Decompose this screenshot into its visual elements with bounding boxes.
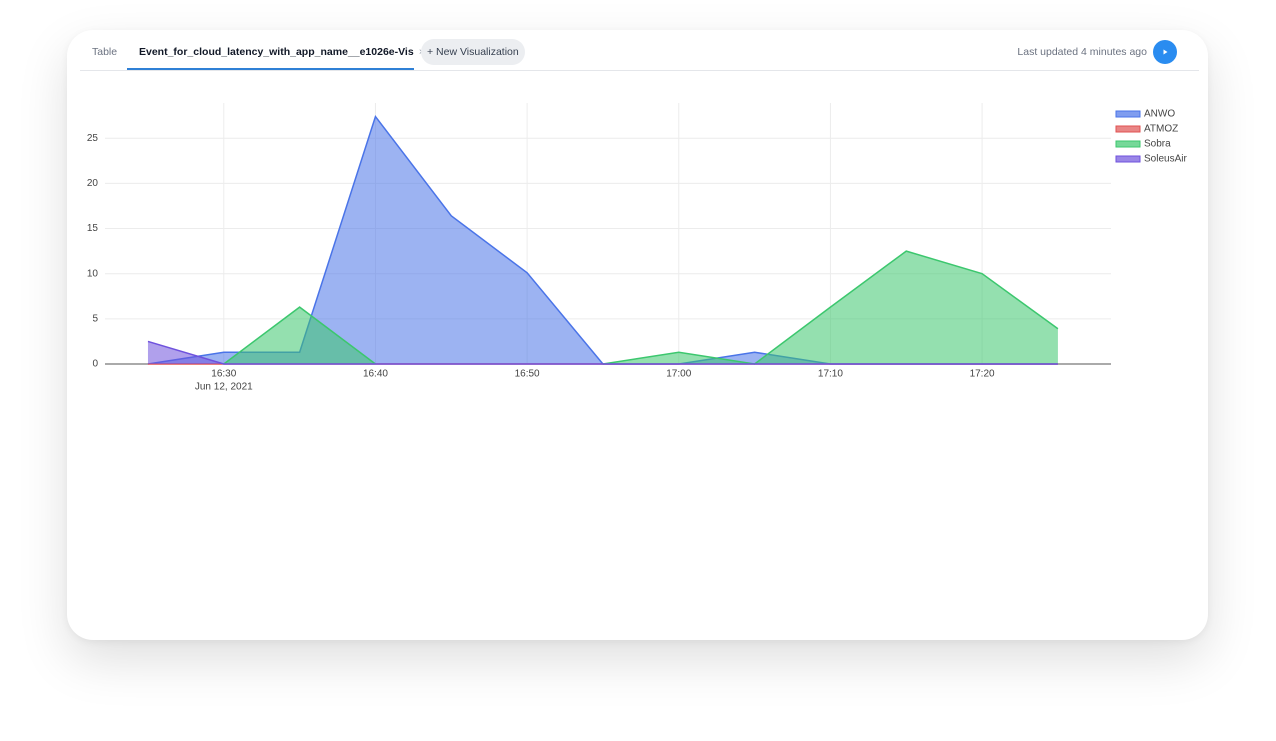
tab-label: Event_for_cloud_latency_with_app_name__e… bbox=[139, 46, 414, 58]
tab-label: Table bbox=[92, 46, 118, 58]
y-tick-label: 5 bbox=[92, 313, 98, 324]
x-tick-label: 16:50 bbox=[515, 369, 540, 380]
legend-swatch bbox=[1115, 155, 1141, 163]
x-tick-label: 16:40 bbox=[363, 369, 388, 380]
area-fill bbox=[223, 307, 376, 364]
y-tick-label: 10 bbox=[87, 268, 99, 279]
last-updated: Last updated 4 minutes ago bbox=[1017, 46, 1147, 58]
legend-swatch bbox=[1115, 110, 1141, 118]
x-tick-label: 16:30 bbox=[211, 369, 236, 380]
x-tick-label: 17:10 bbox=[818, 369, 843, 380]
y-tick-label: 0 bbox=[92, 359, 98, 370]
play-icon bbox=[1163, 49, 1168, 55]
y-tick-label: 15 bbox=[87, 223, 99, 234]
area-fill bbox=[147, 116, 1058, 364]
tab[interactable]: Table bbox=[80, 30, 129, 70]
new-visualization-button[interactable]: + New Visualization bbox=[421, 39, 525, 65]
legend-label: ANWO bbox=[1144, 109, 1175, 120]
area-line bbox=[223, 306, 376, 365]
area-line bbox=[147, 340, 1058, 365]
area-line bbox=[602, 250, 1059, 365]
legend-label: Sobra bbox=[1144, 139, 1171, 150]
legend-swatch bbox=[1115, 140, 1141, 148]
y-tick-label: 25 bbox=[87, 133, 99, 144]
legend-swatch bbox=[1115, 125, 1141, 133]
legend-label: ATMOZ bbox=[1144, 124, 1178, 135]
x-date-label: Jun 12, 2021 bbox=[195, 382, 253, 393]
x-tick-label: 17:00 bbox=[666, 369, 691, 380]
legend-label: SoleusAir bbox=[1144, 154, 1187, 165]
refresh-button[interactable] bbox=[1153, 40, 1177, 64]
y-tick-label: 20 bbox=[87, 178, 99, 189]
x-tick-label: 17:20 bbox=[970, 369, 995, 380]
tab-bar: Table Event_for_cloud_latency_with_app_n… bbox=[80, 30, 1199, 71]
